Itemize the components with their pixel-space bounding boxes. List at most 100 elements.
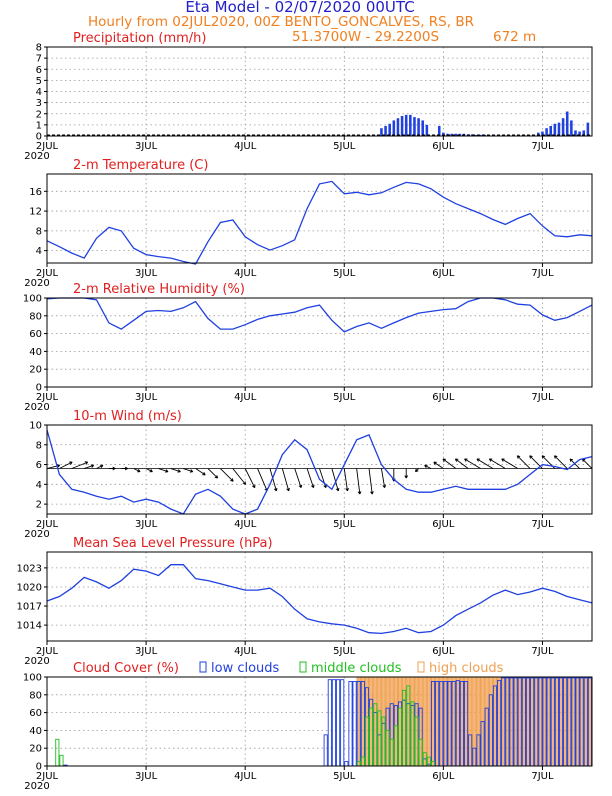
- x-tick-label: 6JUL: [432, 646, 455, 657]
- low-cloud-bar: [488, 694, 493, 767]
- y-tick-label: 3: [36, 98, 42, 109]
- station-elevation: 672 m: [493, 29, 536, 45]
- x-tick-label: 7JUL: [531, 646, 554, 657]
- panel-wind: 2 4 6 8 10 2JUL 3JUL 4JUL 5JUL 6JUL 7JUL 2020 10-m W…: [24, 409, 593, 540]
- y-tick-label: 2: [36, 109, 42, 120]
- wind-arrow: [71, 461, 89, 469]
- x-tick-label: 3JUL: [135, 519, 158, 530]
- mid-cloud-bar: [389, 738, 394, 767]
- mid-cloud-bar: [369, 707, 374, 767]
- panel-title: Cloud Cover (%): [73, 661, 179, 676]
- legend-swatch: [299, 661, 307, 673]
- y-tick-label: 10: [29, 421, 42, 432]
- y-tick-label: 1014: [17, 621, 42, 632]
- low-cloud-bar: [480, 721, 485, 767]
- low-cloud-bar: [327, 679, 332, 767]
- wind-arrow: [257, 468, 268, 492]
- low-cloud-bar: [447, 681, 452, 767]
- low-cloud-bar: [558, 677, 564, 767]
- wind-arrow: [145, 468, 153, 473]
- low-cloud-bar: [451, 681, 456, 767]
- wind-line: [46, 429, 593, 515]
- mslp-line: [46, 564, 593, 635]
- low-cloud-bar: [344, 761, 349, 767]
- precip-bar: [561, 118, 565, 136]
- panel-frame: [46, 173, 593, 264]
- y-tick-label: 4: [36, 87, 42, 98]
- y-tick-label: 1017: [17, 602, 42, 613]
- wind-arrow: [220, 468, 234, 482]
- precip-bar: [565, 111, 569, 136]
- wind-arrow: [281, 468, 290, 492]
- x-tick-label: 2JUL: [36, 141, 59, 152]
- wind-arrow: [424, 464, 432, 469]
- x-tick-label: 6JUL: [432, 771, 455, 782]
- x-tick-label: 5JUL: [333, 771, 356, 782]
- low-cloud-bar: [517, 677, 522, 767]
- wind-arrow: [442, 458, 457, 469]
- x-tick-label: 5JUL: [333, 392, 356, 403]
- wind-arrow: [158, 468, 169, 473]
- panel-frame: [46, 424, 593, 515]
- wind-arrow: [356, 468, 362, 495]
- x-tick-label: 5JUL: [333, 141, 356, 152]
- panel-title: Precipitation (mm/h): [73, 31, 206, 46]
- y-tick-label: 7: [36, 54, 42, 65]
- precip-bar: [396, 118, 400, 136]
- x-tick-label: 6JUL: [432, 268, 455, 279]
- y-tick-label: 40: [29, 726, 42, 737]
- y-tick-label: 4: [36, 246, 42, 257]
- y-tick-label: 16: [29, 187, 42, 198]
- precip-bar: [574, 130, 577, 136]
- y-tick-label: 6: [36, 460, 42, 471]
- y-tick-label: 1020: [17, 582, 42, 593]
- precip-bar: [421, 120, 424, 136]
- low-cloud-bar: [538, 677, 543, 767]
- mid-cloud-bar: [426, 756, 431, 767]
- wind-arrow: [195, 468, 206, 476]
- y-tick-label: 4: [36, 480, 42, 491]
- low-cloud-bar: [509, 677, 514, 767]
- high-cloud-bar: [426, 676, 431, 767]
- y-tick-label: 8: [36, 440, 42, 451]
- precip-bar: [404, 114, 408, 136]
- precip-bar: [570, 120, 573, 136]
- y-tick-label: 80: [29, 311, 42, 322]
- low-cloud-bar: [459, 681, 465, 767]
- x-tick-label: 4JUL: [234, 392, 257, 403]
- mid-cloud-bar: [385, 729, 390, 767]
- wind-arrow: [488, 458, 506, 469]
- precip-bar: [392, 120, 396, 136]
- mid-cloud-bar: [430, 761, 436, 767]
- y-tick-label: 0: [36, 383, 42, 394]
- low-cloud-bar: [360, 681, 365, 767]
- low-cloud-bar: [340, 679, 345, 767]
- x-tick-label: 2JUL: [36, 519, 59, 530]
- low-cloud-bar: [542, 677, 547, 767]
- mid-cloud-bar: [393, 725, 398, 767]
- x-tick-label: 3JUL: [135, 646, 158, 657]
- mid-cloud-bar: [397, 707, 403, 767]
- legend-swatch: [417, 661, 425, 673]
- x-tick-label: 7JUL: [531, 268, 554, 279]
- legend-label: middle clouds: [311, 661, 402, 676]
- y-tick-label: 80: [29, 690, 42, 701]
- precip-bar: [582, 130, 586, 136]
- x-tick-label: 5JUL: [333, 646, 356, 657]
- y-tick-label: 8: [36, 43, 42, 54]
- precip-bar: [475, 134, 478, 136]
- mid-cloud-bar: [406, 685, 411, 767]
- wind-arrow: [306, 468, 315, 489]
- wind-arrow: [133, 468, 141, 473]
- temp-line: [46, 180, 593, 265]
- legend-swatch: [199, 661, 207, 673]
- low-cloud-bar: [323, 734, 328, 767]
- panel-frame: [46, 297, 593, 388]
- location-coordinates: 51.3700W - 29.2200S: [292, 29, 439, 45]
- wind-arrow: [108, 466, 116, 471]
- x-tick-label: 5JUL: [333, 519, 356, 530]
- precip-bar: [541, 131, 544, 136]
- wind-arrow: [121, 466, 128, 471]
